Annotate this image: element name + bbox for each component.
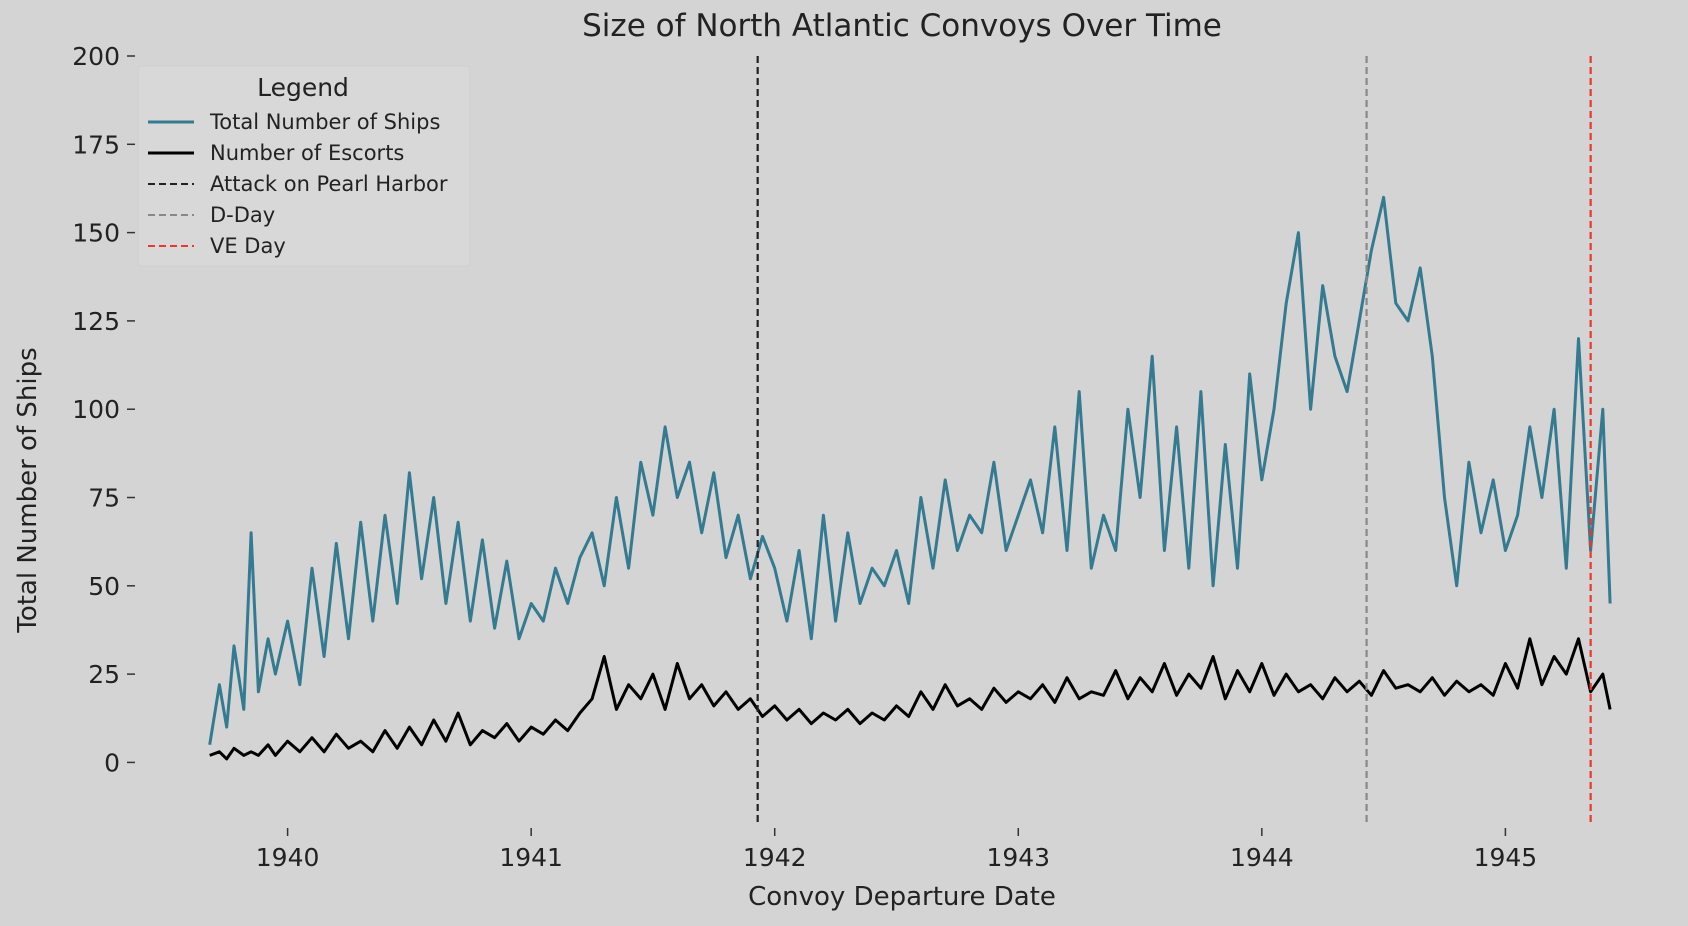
- y-tick-label: 0: [104, 748, 120, 777]
- y-tick-label: 175: [72, 130, 120, 159]
- y-tick-label: 50: [88, 572, 120, 601]
- escorts-line: [209, 637, 1612, 761]
- y-tick-label: 125: [72, 307, 120, 336]
- legend-label: Number of Escorts: [210, 141, 404, 165]
- reference-lines: [756, 56, 1592, 826]
- y-tick-label: 75: [88, 484, 120, 513]
- x-tick-label: 1941: [499, 843, 563, 872]
- y-tick-label: 150: [72, 219, 120, 248]
- total-ships-line: [208, 195, 1612, 746]
- x-tick-label: 1942: [743, 843, 807, 872]
- x-tick-label: 1943: [986, 843, 1050, 872]
- legend-label: D-Day: [210, 203, 275, 227]
- y-axis: 0 25 50 75 100 125 150 175 200: [72, 42, 135, 777]
- x-axis: 1940 1941 1942 1943 1944 1945: [256, 828, 1537, 872]
- x-tick-label: 1940: [256, 843, 320, 872]
- x-tick-label: 1944: [1230, 843, 1294, 872]
- x-tick-label: 1945: [1474, 843, 1538, 872]
- y-tick-label: 200: [72, 42, 120, 71]
- legend-label: Total Number of Ships: [209, 110, 440, 134]
- legend-title: Legend: [257, 73, 349, 102]
- legend: Legend Total Number of Ships Number of Es…: [137, 65, 471, 267]
- x-axis-label: Convoy Departure Date: [748, 882, 1056, 912]
- series-layer: [208, 195, 1612, 761]
- y-tick-label: 25: [88, 660, 120, 689]
- y-axis-label: Total Number of Ships: [13, 347, 43, 633]
- legend-label: VE Day: [210, 234, 286, 258]
- chart-title: Size of North Atlantic Convoys Over Time: [582, 8, 1222, 44]
- legend-label: Attack on Pearl Harbor: [210, 172, 448, 196]
- y-tick-label: 100: [72, 395, 120, 424]
- legend-box: [137, 65, 471, 267]
